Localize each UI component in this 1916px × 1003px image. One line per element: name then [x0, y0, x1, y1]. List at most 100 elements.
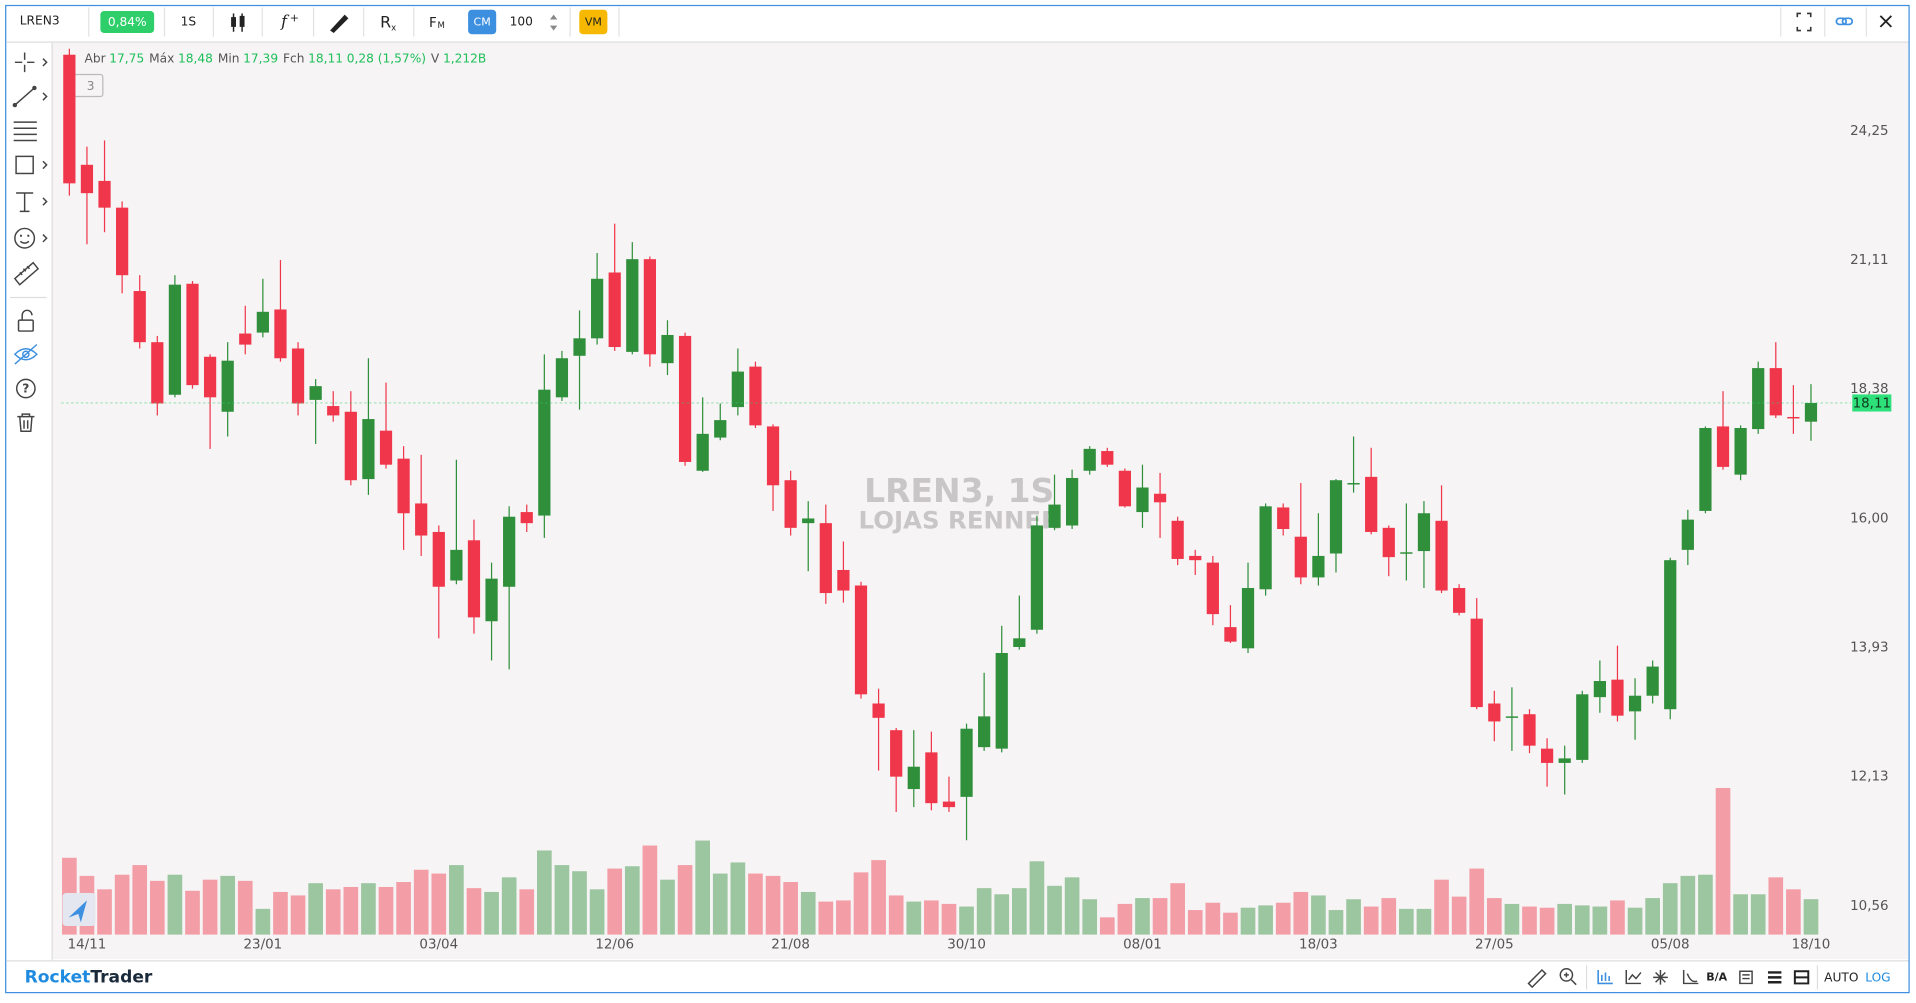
candle-body [1417, 513, 1431, 552]
hide-tool[interactable] [13, 343, 38, 365]
drawing-button[interactable] [330, 14, 349, 33]
volume-bar [449, 865, 464, 935]
y-tick-label: 13,93 [1850, 641, 1888, 656]
candle-body [1787, 416, 1800, 419]
candle-body [872, 703, 885, 718]
volume-bar [484, 891, 499, 935]
ruler-tool[interactable] [13, 261, 40, 286]
candle-body [467, 540, 481, 618]
cm-button[interactable]: CM [474, 16, 491, 29]
shape-tool[interactable] [15, 155, 48, 175]
volume-bar [1522, 906, 1537, 935]
candle-body [274, 309, 287, 359]
candle-body [1189, 555, 1202, 561]
volume-bar [1592, 906, 1608, 935]
volume-bar [607, 868, 623, 935]
candle-body [731, 371, 744, 408]
volume-bar [624, 866, 640, 935]
legend-value: 1,212B [443, 51, 486, 65]
log-button[interactable]: LOG [1865, 970, 1890, 984]
lock-tool[interactable] [17, 309, 34, 332]
volume-bar [378, 886, 394, 935]
text-tool[interactable] [16, 192, 48, 213]
volume-bar [1451, 896, 1467, 935]
candle-body [98, 180, 111, 208]
candle-body [1347, 483, 1360, 485]
x-tick-label: 12/06 [595, 937, 634, 952]
volume-bar [1469, 868, 1485, 935]
y-tick-label: 10,56 [1850, 899, 1888, 914]
candle-body [63, 54, 76, 184]
line-mode-button[interactable] [1625, 970, 1642, 985]
fullscreen-button[interactable] [1796, 12, 1812, 32]
delete-tool[interactable] [17, 413, 35, 432]
volume-bar [818, 901, 834, 935]
help-tool[interactable]: ? [15, 378, 36, 399]
candle-body [1699, 428, 1712, 511]
volume-bar [1275, 902, 1291, 935]
layout-button[interactable] [1793, 970, 1810, 985]
auto-button[interactable]: AUTO [1824, 970, 1858, 984]
volume-bar [695, 840, 710, 935]
candle-body [1628, 695, 1642, 712]
bar-mode-button[interactable] [1597, 970, 1613, 985]
vm-button-bg [579, 9, 608, 35]
x-tick-label: 14/11 [68, 937, 107, 952]
candle-body [1329, 480, 1343, 554]
indicators-button[interactable]: f + [280, 11, 299, 30]
table-button[interactable] [1739, 970, 1753, 985]
crosshair-tool[interactable] [14, 52, 48, 73]
volume-bar [853, 872, 869, 935]
volume-bar [730, 862, 746, 935]
footer: RocketTrader B/A AUTO LOG [25, 965, 1891, 990]
plot: 10,56 12,13 13,93 16,00 18,38 21,11 24,25 18,11… [61, 48, 1892, 952]
candle-body [1611, 679, 1624, 716]
last-price-label: 18,11 [1853, 397, 1891, 412]
interval-button[interactable]: 1S [181, 14, 197, 28]
close-button[interactable] [1879, 15, 1893, 28]
line-tool[interactable] [12, 85, 48, 108]
symbol[interactable]: LREN3 [20, 13, 60, 27]
indicator-count: 3 [87, 79, 95, 93]
candle-body [362, 419, 375, 480]
candle-body [1065, 477, 1079, 526]
x-tick-label: 23/01 [244, 937, 283, 952]
scatter-button[interactable] [1653, 970, 1668, 985]
legend-value: 0,28 (1,57%) [347, 51, 426, 65]
volume-bar [343, 886, 359, 935]
candle-body [520, 512, 533, 524]
candle-body [942, 801, 956, 808]
volume-bar [1170, 883, 1185, 935]
candle-body [1593, 681, 1606, 698]
volume-bar [149, 880, 165, 935]
list-button[interactable] [1767, 971, 1782, 984]
volume-bar [185, 890, 200, 935]
navigate-button[interactable] [68, 900, 87, 923]
book-button[interactable]: B/A [1706, 970, 1727, 983]
candle-body [1136, 487, 1149, 513]
curve-button[interactable] [1682, 970, 1699, 985]
vm-button[interactable]: VM [585, 16, 602, 29]
emoji-tool[interactable] [14, 227, 48, 249]
candle-body [291, 348, 305, 404]
quantity-stepper[interactable] [549, 14, 558, 31]
volume-bar [290, 895, 306, 935]
volume-bar [1047, 885, 1062, 935]
candle-body [1804, 402, 1818, 422]
volume-bar [220, 875, 236, 935]
quantity[interactable]: 100 [510, 14, 533, 28]
measure-button[interactable] [1527, 968, 1547, 989]
volume-bar [519, 889, 535, 935]
link-button[interactable] [1835, 17, 1854, 26]
candle-body [802, 518, 815, 524]
svg-text:?: ? [22, 382, 29, 396]
volume-bar [413, 869, 429, 935]
chart-type-button[interactable] [231, 13, 245, 32]
candle-body [327, 406, 340, 416]
fibonacci-tool[interactable] [13, 121, 37, 142]
zoom-button[interactable] [1559, 968, 1577, 986]
